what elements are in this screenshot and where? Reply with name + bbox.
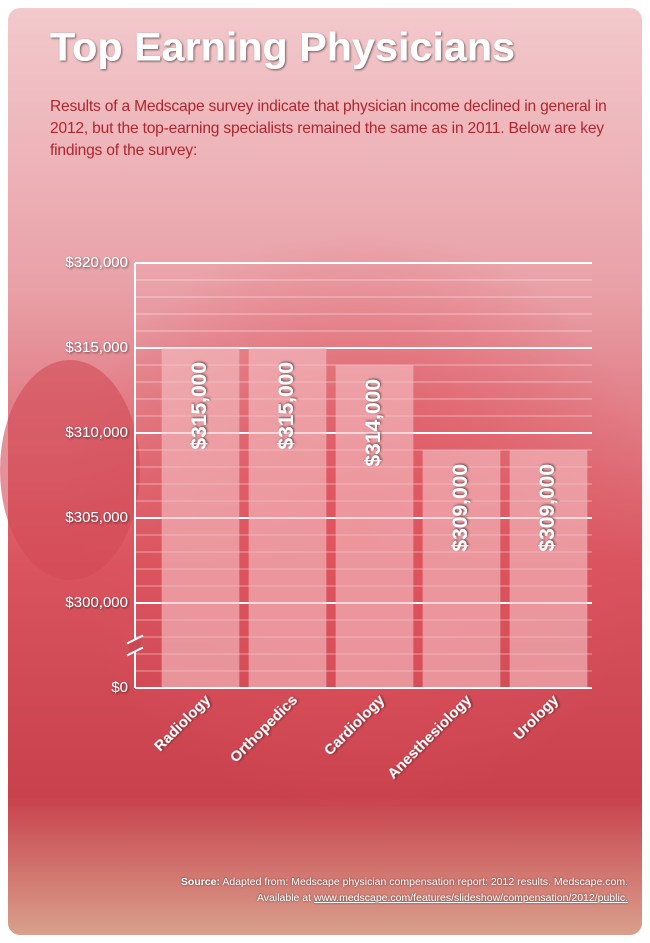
bar — [161, 348, 240, 688]
source: Source: Adapted from: Medscape physician… — [28, 874, 628, 906]
source-label: Source: — [180, 876, 221, 888]
bar — [335, 365, 414, 688]
y-tick-label: $0 — [111, 679, 128, 696]
y-tick-label: $305,000 — [65, 509, 128, 526]
value-label: $315,000 — [188, 362, 211, 450]
y-tick-label: $320,000 — [65, 254, 128, 271]
value-label: $309,000 — [536, 464, 559, 552]
source-available: Available at — [256, 892, 312, 904]
subtitle: Results of a Medscape survey indicate th… — [50, 98, 607, 159]
axis-break — [126, 634, 144, 645]
source-link[interactable]: www.medscape.com/features/slideshow/comp… — [313, 892, 628, 904]
plot: $320,000 $315,000 $310,000 $305,000 $300,000… — [65, 254, 592, 783]
bar — [248, 348, 327, 688]
source-text: Adapted from: Medscape physician compens… — [222, 876, 628, 888]
source-line: Available at www.medscape.com/features/s… — [28, 890, 628, 906]
axis-break — [126, 646, 144, 657]
y-tick-label: $300,000 — [65, 594, 128, 611]
value-label: $314,000 — [362, 379, 385, 467]
y-tick-label: $310,000 — [65, 424, 128, 441]
bar — [422, 450, 501, 688]
value-label: $309,000 — [449, 464, 472, 552]
axis-break-gap — [129, 639, 141, 652]
chart-title: Top Earning Physicians — [50, 26, 515, 70]
source-line: Source: Adapted from: Medscape physician… — [28, 874, 628, 890]
value-label: $315,000 — [275, 362, 298, 450]
y-tick-label: $315,000 — [65, 339, 128, 356]
pig-snout — [0, 360, 140, 580]
bar — [509, 450, 588, 688]
